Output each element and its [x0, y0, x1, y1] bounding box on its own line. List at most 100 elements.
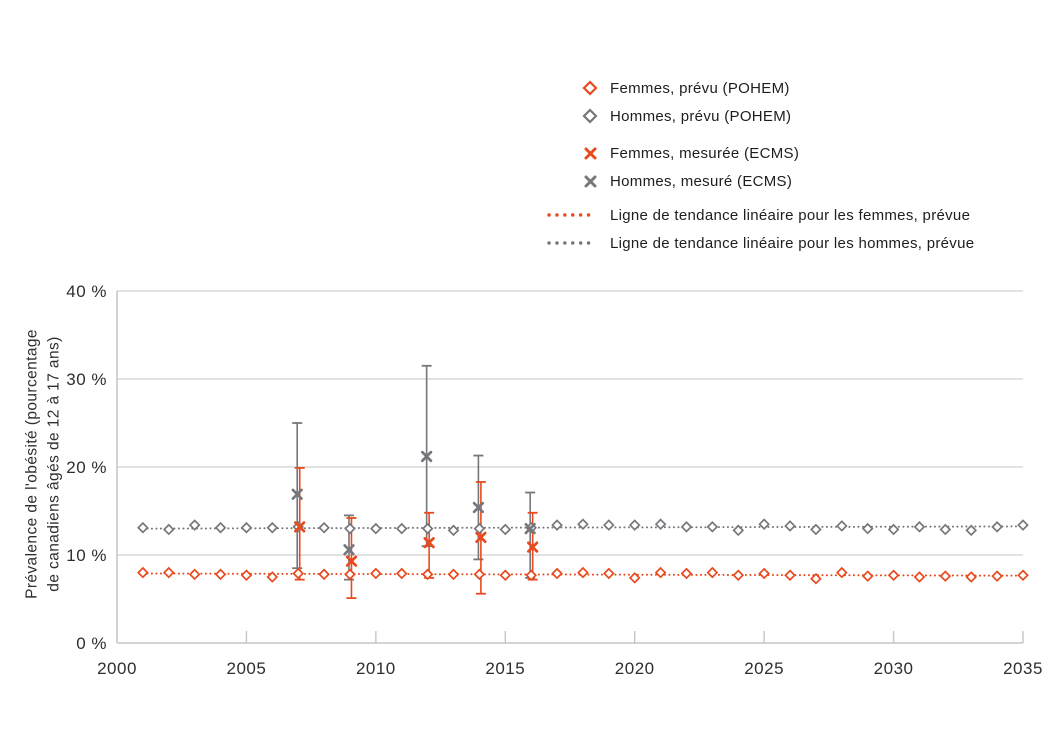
diamond-point-femmes [370, 567, 382, 580]
diamond-point-femmes [628, 572, 641, 584]
diamond-point-femmes [162, 566, 175, 579]
legend-item-femmes-prevu: Femmes, prévu (POHEM) [546, 74, 1046, 102]
diamond-point-hommes [732, 524, 745, 537]
x-point-hommes [291, 488, 303, 500]
diamond-point-femmes [680, 567, 693, 580]
diamond-point-hommes [473, 522, 486, 535]
diamond-point-femmes [913, 571, 926, 583]
x-point-femmes [475, 531, 487, 544]
diamond-point-femmes [861, 570, 874, 582]
diamond-point-hommes [965, 524, 978, 537]
y-axis-title-line1: Prévalence de l'obésité (pourcentage [23, 329, 41, 599]
diamond-point-hommes [835, 520, 848, 532]
diamond-point-hommes [266, 521, 279, 534]
legend-item-femmes-mesuree: Femmes, mesurée (ECMS) [546, 139, 1046, 167]
diamond-marker-icon [546, 80, 598, 96]
x-marker-icon [546, 146, 598, 161]
y-tick-label: 30 % [66, 370, 107, 389]
x-point-hommes [472, 501, 485, 514]
diamond-point-femmes [499, 569, 512, 582]
diamond-point-femmes [784, 569, 796, 582]
diamond-point-femmes [939, 570, 952, 582]
diamond-point-femmes [214, 568, 227, 581]
diamond-point-femmes [991, 570, 1003, 582]
diamond-point-hommes [603, 519, 615, 531]
legend-item-trend-femmes: Ligne de tendance linéaire pour les femm… [546, 201, 1046, 229]
diamond-point-hommes [991, 521, 1003, 533]
x-tick-label: 2000 [97, 659, 137, 678]
y-axis-title-line2: de canadiens âgés de 12 à 17 ans) [45, 336, 62, 592]
y-axis-title: Prévalence de l'obésité (pourcentage de … [21, 329, 64, 599]
diamond-point-hommes [499, 523, 512, 536]
x-tick-label: 2020 [615, 659, 655, 678]
legend-item-hommes-mesure: Hommes, mesuré (ECMS) [546, 167, 1046, 195]
x-point-femmes [423, 537, 435, 549]
x-point-hommes [420, 450, 433, 463]
diamond-point-femmes [654, 566, 667, 579]
diamond-point-femmes [473, 568, 486, 581]
diamond-point-femmes [835, 566, 848, 579]
diamond-point-femmes [318, 568, 330, 581]
x-tick-label: 2025 [744, 659, 784, 678]
x-point-femmes [345, 555, 358, 567]
diamond-point-hommes [395, 522, 408, 535]
x-marker-icon [546, 174, 598, 189]
diamond-point-hommes [240, 521, 253, 534]
y-tick-label: 10 % [66, 546, 107, 565]
legend-label: Hommes, prévu (POHEM) [610, 107, 792, 125]
y-tick-label: 0 % [76, 634, 107, 653]
x-point-hommes [524, 522, 536, 535]
diamond-point-hommes [680, 521, 693, 533]
diamond-point-hommes [887, 523, 900, 536]
legend-item-hommes-prevu: Hommes, prévu (POHEM) [546, 102, 1046, 130]
diamond-point-hommes [810, 523, 822, 536]
dotted-line-icon [546, 211, 598, 219]
diamond-point-femmes [266, 571, 279, 583]
diamond-point-femmes [137, 566, 149, 579]
diamond-point-femmes [421, 568, 434, 581]
diamond-point-hommes [939, 523, 952, 536]
diamond-point-femmes [1017, 569, 1029, 582]
diamond-point-hommes [447, 524, 460, 537]
legend-item-trend-hommes: Ligne de tendance linéaire pour les homm… [546, 229, 1046, 257]
diamond-point-hommes [421, 522, 434, 535]
diamond-point-femmes [292, 567, 305, 580]
diamond-point-hommes [577, 518, 589, 531]
diamond-point-femmes [706, 566, 719, 579]
diamond-point-femmes [887, 569, 900, 582]
x-tick-label: 2010 [356, 659, 396, 678]
x-point-femmes [294, 521, 306, 533]
diamond-point-femmes [603, 567, 615, 580]
diamond-point-hommes [370, 522, 382, 535]
diamond-point-femmes [965, 571, 978, 583]
x-tick-label: 2030 [874, 659, 914, 678]
y-tick-label: 40 % [66, 282, 107, 301]
dotted-line-icon [546, 239, 598, 247]
x-tick-label: 2015 [485, 659, 525, 678]
diamond-point-femmes [758, 567, 770, 580]
diamond-point-hommes [654, 518, 667, 531]
diamond-point-hommes [913, 521, 926, 533]
x-point-femmes [527, 541, 539, 553]
diamond-point-hommes [214, 521, 227, 534]
legend-label: Hommes, mesuré (ECMS) [610, 172, 793, 190]
legend-label: Ligne de tendance linéaire pour les femm… [610, 206, 971, 224]
diamond-point-femmes [577, 566, 589, 579]
diamond-point-hommes [551, 519, 563, 531]
diamond-point-hommes [861, 522, 874, 535]
diamond-marker-icon [546, 108, 598, 124]
x-tick-label: 2005 [227, 659, 267, 678]
diamond-point-hommes [628, 519, 641, 531]
x-tick-label: 2035 [1003, 659, 1043, 678]
diamond-point-femmes [810, 572, 822, 585]
diamond-point-hommes [706, 521, 719, 533]
diamond-point-femmes [551, 567, 563, 580]
diamond-point-hommes [137, 521, 149, 534]
legend-label: Ligne de tendance linéaire pour les homm… [610, 234, 975, 252]
diamond-point-hommes [162, 523, 175, 536]
chart-legend: Femmes, prévu (POHEM) Hommes, prévu (POH… [546, 74, 1046, 257]
diamond-point-femmes [732, 569, 745, 582]
diamond-point-hommes [784, 520, 796, 532]
